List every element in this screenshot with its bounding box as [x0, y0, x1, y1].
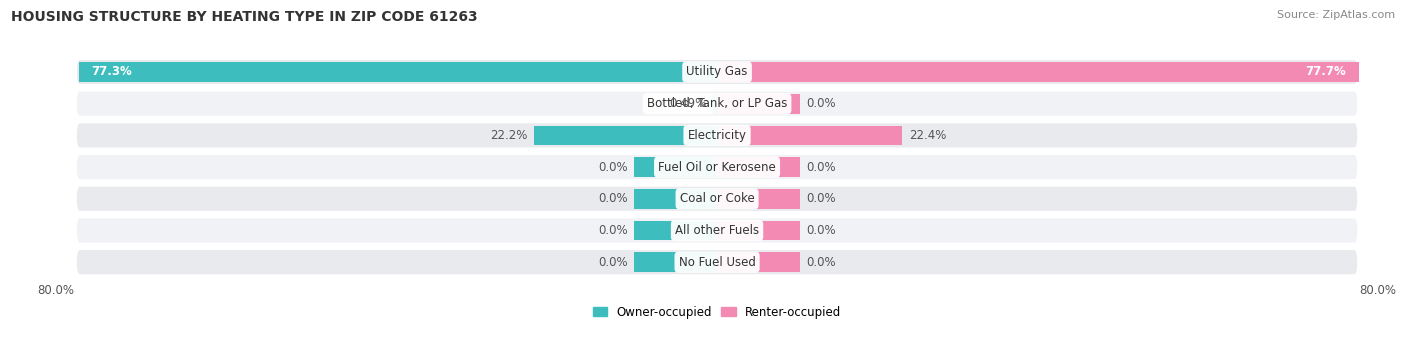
Text: Source: ZipAtlas.com: Source: ZipAtlas.com: [1277, 10, 1395, 20]
FancyBboxPatch shape: [77, 60, 1357, 84]
Text: Fuel Oil or Kerosene: Fuel Oil or Kerosene: [658, 161, 776, 174]
Text: 0.0%: 0.0%: [598, 256, 628, 269]
Text: 0.0%: 0.0%: [806, 256, 837, 269]
Text: Electricity: Electricity: [688, 129, 747, 142]
Bar: [634, 252, 717, 272]
Bar: [717, 62, 1358, 82]
FancyBboxPatch shape: [77, 250, 1357, 274]
Text: 0.0%: 0.0%: [806, 161, 837, 174]
Text: 77.3%: 77.3%: [91, 65, 132, 78]
Text: No Fuel Used: No Fuel Used: [679, 256, 755, 269]
Text: Utility Gas: Utility Gas: [686, 65, 748, 78]
Text: 0.0%: 0.0%: [598, 224, 628, 237]
Text: 77.7%: 77.7%: [1306, 65, 1347, 78]
Bar: [717, 94, 800, 114]
FancyBboxPatch shape: [77, 92, 1357, 116]
FancyBboxPatch shape: [77, 155, 1357, 179]
Bar: [634, 157, 717, 177]
Bar: [79, 62, 717, 82]
Bar: [634, 221, 717, 240]
Text: 0.0%: 0.0%: [806, 192, 837, 205]
Bar: [717, 157, 800, 177]
Text: 0.49%: 0.49%: [669, 97, 706, 110]
Text: Coal or Coke: Coal or Coke: [679, 192, 755, 205]
FancyBboxPatch shape: [77, 123, 1357, 147]
Bar: [717, 252, 800, 272]
Bar: [713, 94, 717, 114]
Bar: [717, 221, 800, 240]
Text: 0.0%: 0.0%: [806, 224, 837, 237]
Legend: Owner-occupied, Renter-occupied: Owner-occupied, Renter-occupied: [588, 301, 846, 323]
Text: 0.0%: 0.0%: [598, 161, 628, 174]
Text: 22.2%: 22.2%: [489, 129, 527, 142]
Text: 0.0%: 0.0%: [598, 192, 628, 205]
Text: 22.4%: 22.4%: [908, 129, 946, 142]
Bar: [717, 125, 903, 145]
Bar: [717, 189, 800, 209]
Text: Bottled, Tank, or LP Gas: Bottled, Tank, or LP Gas: [647, 97, 787, 110]
Text: HOUSING STRUCTURE BY HEATING TYPE IN ZIP CODE 61263: HOUSING STRUCTURE BY HEATING TYPE IN ZIP…: [11, 10, 478, 24]
Text: All other Fuels: All other Fuels: [675, 224, 759, 237]
FancyBboxPatch shape: [77, 219, 1357, 242]
Text: 0.0%: 0.0%: [806, 97, 837, 110]
Bar: [534, 125, 717, 145]
Bar: [634, 189, 717, 209]
FancyBboxPatch shape: [77, 187, 1357, 211]
